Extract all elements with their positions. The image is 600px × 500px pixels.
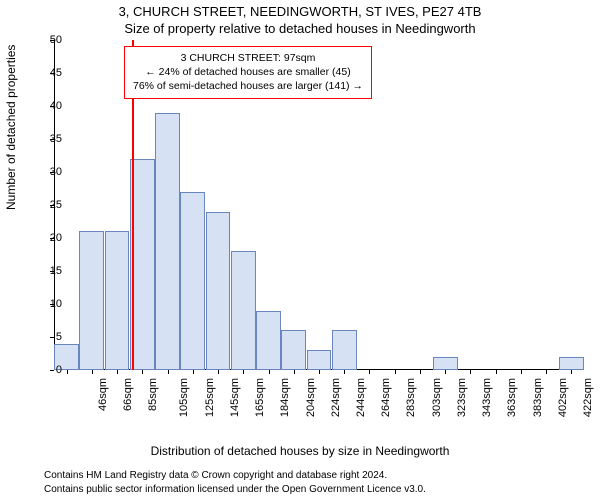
x-tick-label: 303sqm (431, 378, 443, 417)
x-tick-mark (269, 370, 270, 374)
histogram-bar (559, 357, 584, 370)
x-tick-label: 323sqm (456, 378, 468, 417)
annotation-box: 3 CHURCH STREET: 97sqm← 24% of detached … (124, 46, 372, 99)
y-tick-label: 50 (38, 34, 62, 46)
x-tick-mark (369, 370, 370, 374)
y-tick-label: 40 (38, 100, 62, 112)
plot-area: 46sqm66sqm85sqm105sqm125sqm145sqm165sqm1… (54, 40, 584, 370)
x-tick-mark (218, 370, 219, 374)
y-tick-label: 35 (38, 133, 62, 145)
x-tick-label: 283sqm (406, 378, 418, 417)
x-tick-label: 343sqm (481, 378, 493, 417)
annotation-line-2: ← 24% of detached houses are smaller (45… (133, 65, 363, 79)
x-tick-label: 264sqm (380, 378, 392, 417)
histogram-bar (231, 251, 256, 370)
x-tick-label: 363sqm (507, 378, 519, 417)
x-tick-mark (470, 370, 471, 374)
x-tick-label: 46sqm (97, 378, 109, 411)
x-tick-mark (420, 370, 421, 374)
x-tick-label: 85sqm (147, 378, 159, 411)
x-tick-mark (294, 370, 295, 374)
x-tick-mark (395, 370, 396, 374)
chart-container: 3, CHURCH STREET, NEEDINGWORTH, ST IVES,… (0, 0, 600, 500)
x-tick-mark (142, 370, 143, 374)
x-tick-label: 224sqm (330, 378, 342, 417)
x-tick-label: 125sqm (204, 378, 216, 417)
annotation-line-3: 76% of semi-detached houses are larger (… (133, 79, 363, 93)
histogram-bar (332, 330, 357, 370)
y-tick-label: 5 (38, 331, 62, 343)
x-tick-label: 244sqm (355, 378, 367, 417)
y-tick-label: 25 (38, 199, 62, 211)
x-tick-label: 105sqm (178, 378, 190, 417)
x-tick-mark (546, 370, 547, 374)
histogram-bar (307, 350, 332, 370)
x-tick-mark (67, 370, 68, 374)
y-tick-label: 10 (38, 298, 62, 310)
histogram-bar (281, 330, 306, 370)
annotation-line-1: 3 CHURCH STREET: 97sqm (133, 51, 363, 65)
x-tick-mark (243, 370, 244, 374)
x-tick-mark (344, 370, 345, 374)
y-tick-label: 0 (38, 364, 62, 376)
y-tick-label: 15 (38, 265, 62, 277)
histogram-bar (256, 311, 281, 370)
x-tick-mark (117, 370, 118, 374)
histogram-bar (105, 231, 130, 370)
x-tick-mark (571, 370, 572, 374)
attribution-text: Contains HM Land Registry data © Crown c… (44, 469, 426, 496)
histogram-bar (433, 357, 458, 370)
x-tick-label: 165sqm (254, 378, 266, 417)
attribution-line-1: Contains HM Land Registry data © Crown c… (44, 469, 426, 483)
x-tick-label: 184sqm (279, 378, 291, 417)
attribution-line-2: Contains public sector information licen… (44, 483, 426, 497)
x-tick-mark (168, 370, 169, 374)
x-tick-label: 422sqm (582, 378, 594, 417)
histogram-bar (155, 113, 180, 370)
chart-title-main: 3, CHURCH STREET, NEEDINGWORTH, ST IVES,… (0, 4, 600, 19)
histogram-bar (180, 192, 205, 370)
x-tick-mark (193, 370, 194, 374)
y-tick-label: 30 (38, 166, 62, 178)
histogram-bar (206, 212, 231, 370)
x-axis-label: Distribution of detached houses by size … (0, 444, 600, 458)
x-tick-label: 204sqm (305, 378, 317, 417)
y-tick-label: 45 (38, 67, 62, 79)
chart-title-sub: Size of property relative to detached ho… (0, 21, 600, 36)
x-tick-label: 145sqm (229, 378, 241, 417)
x-tick-mark (319, 370, 320, 374)
x-tick-mark (496, 370, 497, 374)
x-tick-mark (445, 370, 446, 374)
y-axis-label: Number of detached properties (4, 45, 18, 210)
y-tick-label: 20 (38, 232, 62, 244)
x-tick-label: 66sqm (122, 378, 134, 411)
x-tick-mark (521, 370, 522, 374)
x-tick-label: 402sqm (557, 378, 569, 417)
histogram-bar (79, 231, 104, 370)
x-tick-mark (92, 370, 93, 374)
x-tick-label: 383sqm (532, 378, 544, 417)
